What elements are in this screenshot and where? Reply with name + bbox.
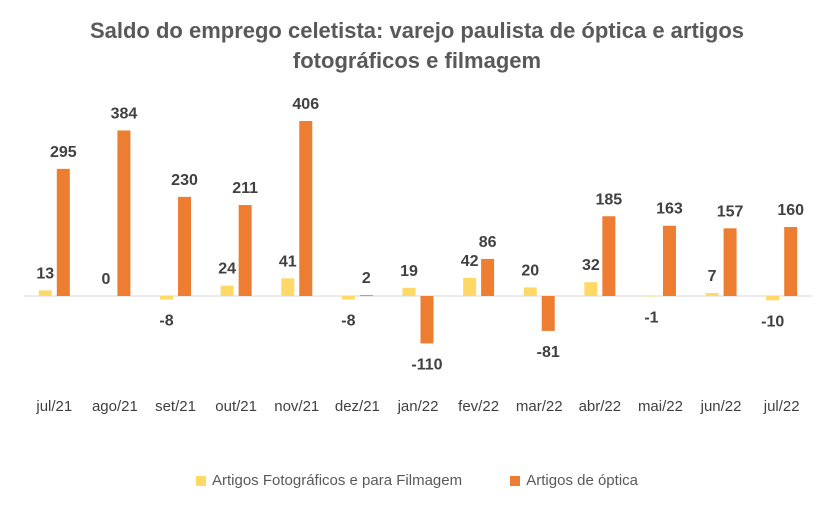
bar-optica-9 bbox=[602, 216, 616, 296]
bar-fotograficos-11 bbox=[705, 292, 719, 296]
data-label-optica-12: 160 bbox=[777, 202, 804, 219]
bar-optica-10 bbox=[662, 225, 676, 296]
chart-legend: Artigos Fotográficos e para Filmagem Art… bbox=[0, 472, 834, 490]
data-label-fotograficos-11: 7 bbox=[708, 268, 717, 285]
data-label-optica-8: -81 bbox=[537, 344, 560, 361]
bar-fotograficos-6 bbox=[402, 287, 416, 296]
x-tick-label-10: mai/22 bbox=[638, 398, 683, 415]
bar-fotograficos-8 bbox=[523, 287, 537, 296]
data-label-fotograficos-9: 32 bbox=[582, 257, 600, 274]
bar-fotograficos-12 bbox=[766, 296, 780, 301]
bar-optica-5 bbox=[359, 295, 373, 296]
bar-fotograficos-0 bbox=[38, 290, 52, 296]
bar-optica-2 bbox=[178, 196, 192, 296]
data-label-fotograficos-12: -10 bbox=[761, 313, 784, 330]
bar-fotograficos-2 bbox=[160, 296, 174, 300]
x-tick-label-7: fev/22 bbox=[458, 398, 499, 415]
legend-swatch-optica bbox=[510, 475, 521, 486]
bar-optica-0 bbox=[56, 168, 70, 296]
data-label-fotograficos-7: 42 bbox=[461, 253, 479, 270]
data-label-fotograficos-1: 0 bbox=[101, 271, 110, 288]
bar-optica-8 bbox=[541, 296, 555, 331]
chart-title-line-2: fotográficos e filmagem bbox=[292, 48, 542, 73]
data-label-optica-2: 230 bbox=[171, 172, 198, 189]
bar-optica-1 bbox=[117, 130, 131, 296]
x-tick-label-5: dez/21 bbox=[335, 398, 380, 415]
data-label-fotograficos-0: 13 bbox=[36, 265, 54, 282]
data-label-optica-0: 295 bbox=[50, 144, 77, 161]
data-label-optica-5: 2 bbox=[362, 270, 371, 287]
bar-optica-3 bbox=[238, 205, 252, 296]
bar-optica-7 bbox=[481, 258, 495, 296]
x-tick-label-12: jul/22 bbox=[763, 398, 800, 415]
data-label-fotograficos-8: 20 bbox=[521, 262, 539, 279]
bar-fotograficos-3 bbox=[220, 285, 234, 296]
bar-optica-11 bbox=[723, 228, 737, 296]
data-label-optica-10: 163 bbox=[656, 201, 683, 218]
chart-title: Saldo do emprego celetista: varejo pauli… bbox=[0, 16, 834, 76]
x-tick-label-4: nov/21 bbox=[274, 398, 319, 415]
data-label-fotograficos-3: 24 bbox=[218, 261, 236, 278]
data-label-fotograficos-4: 41 bbox=[279, 253, 297, 270]
legend-swatch-fotograficos bbox=[195, 475, 206, 486]
legend-item-optica: Artigos de óptica bbox=[510, 472, 638, 489]
data-label-optica-6: -110 bbox=[411, 356, 442, 373]
x-tick-label-3: out/21 bbox=[215, 398, 257, 415]
bar-fotograficos-5 bbox=[341, 296, 355, 300]
bar-optica-12 bbox=[784, 227, 798, 296]
data-label-fotograficos-2: -8 bbox=[159, 312, 173, 329]
data-label-optica-9: 185 bbox=[595, 191, 622, 208]
bar-fotograficos-9 bbox=[584, 282, 598, 296]
bar-optica-4 bbox=[299, 121, 313, 296]
x-tick-label-6: jan/22 bbox=[397, 398, 439, 415]
legend-label-fotograficos: Artigos Fotográficos e para Filmagem bbox=[211, 472, 463, 489]
data-label-optica-7: 86 bbox=[479, 234, 497, 251]
data-label-fotograficos-5: -8 bbox=[341, 312, 355, 329]
data-label-optica-3: 211 bbox=[232, 180, 258, 197]
bar-fotograficos-7 bbox=[463, 277, 477, 296]
data-label-optica-1: 384 bbox=[111, 105, 138, 122]
bar-fotograficos-4 bbox=[281, 278, 295, 296]
legend-label-optica: Artigos de óptica bbox=[526, 472, 638, 489]
x-tick-label-1: ago/21 bbox=[92, 398, 138, 415]
chart-title-line-1: Saldo do emprego celetista: varejo pauli… bbox=[89, 18, 745, 43]
legend-item-fotograficos: Artigos Fotográficos e para Filmagem bbox=[195, 472, 463, 489]
data-label-optica-11: 157 bbox=[717, 203, 744, 220]
x-tick-label-11: jun/22 bbox=[700, 398, 742, 415]
x-tick-label-2: set/21 bbox=[155, 398, 196, 415]
data-label-optica-4: 406 bbox=[292, 96, 319, 113]
data-label-fotograficos-10: -1 bbox=[644, 309, 658, 326]
x-tick-label-9: abr/22 bbox=[579, 398, 622, 415]
x-tick-label-8: mar/22 bbox=[516, 398, 563, 415]
data-label-fotograficos-6: 19 bbox=[400, 263, 418, 280]
bar-optica-6 bbox=[420, 296, 434, 344]
x-tick-label-0: jul/21 bbox=[35, 398, 72, 415]
